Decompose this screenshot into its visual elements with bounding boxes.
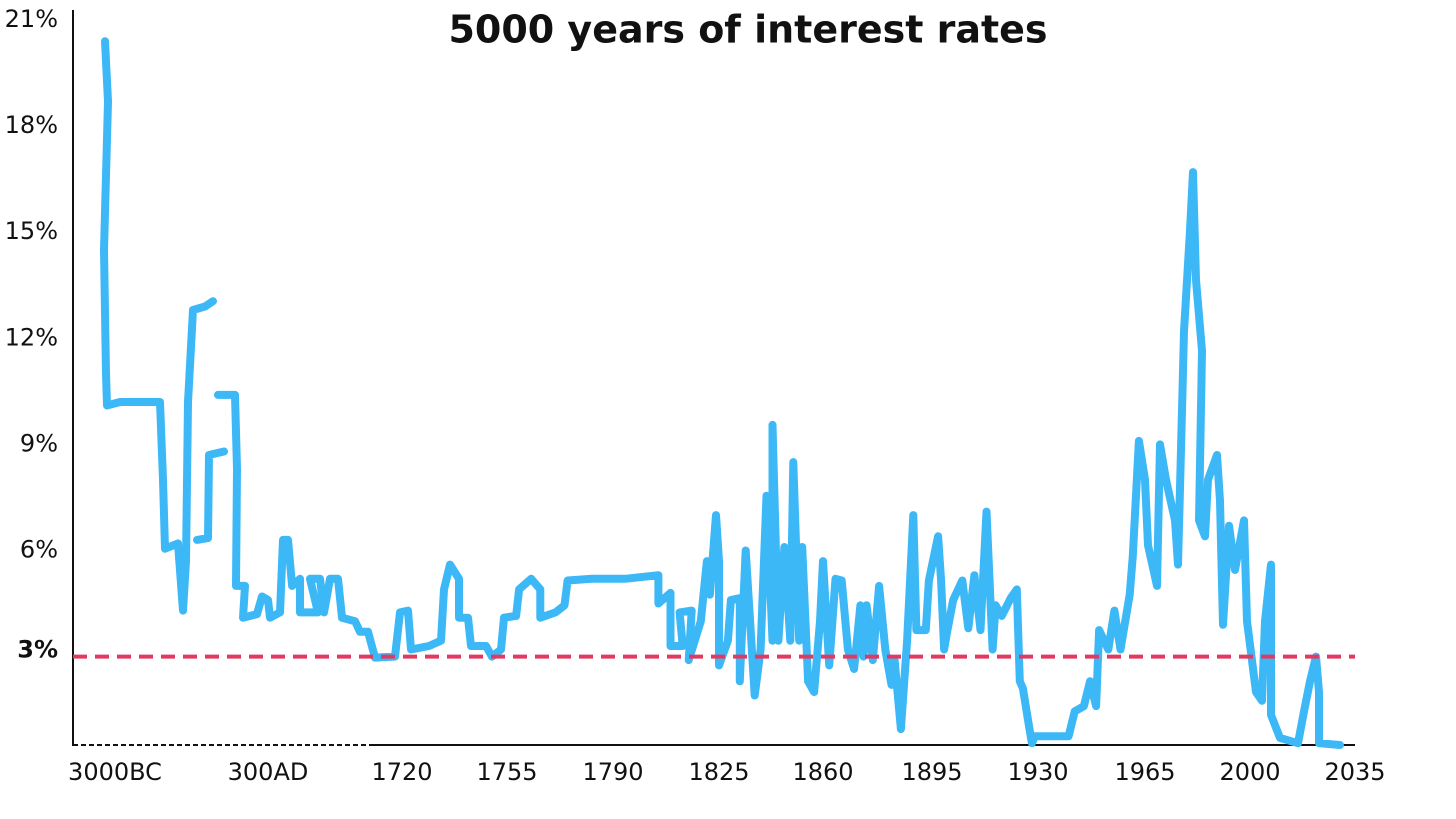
x-tick-label: 3000BC bbox=[68, 758, 162, 786]
x-tick-label: 1930 bbox=[1007, 758, 1068, 786]
x-tick-label: 2000 bbox=[1219, 758, 1280, 786]
chart-title: 5000 years of interest rates bbox=[448, 8, 1047, 52]
rate-line bbox=[100, 37, 1344, 749]
y-tick-label: 21% bbox=[5, 5, 58, 33]
y-tick-label: 6% bbox=[20, 535, 58, 563]
x-tick-label: 2035 bbox=[1324, 758, 1385, 786]
x-tick-label: 300AD bbox=[228, 758, 309, 786]
y-tick-label: 9% bbox=[20, 429, 58, 457]
x-tick-label: 1790 bbox=[582, 758, 643, 786]
x-tick-label: 1895 bbox=[901, 758, 962, 786]
y-tick-label: 15% bbox=[5, 217, 58, 245]
x-tick-label: 1825 bbox=[688, 758, 749, 786]
x-tick-label: 1720 bbox=[371, 758, 432, 786]
x-tick-label: 1965 bbox=[1114, 758, 1175, 786]
reference-label: 3% bbox=[17, 636, 58, 664]
y-tick-label: 12% bbox=[5, 323, 58, 351]
y-tick-label: 18% bbox=[5, 111, 58, 139]
x-tick-label: 1755 bbox=[476, 758, 537, 786]
x-tick-label: 1860 bbox=[792, 758, 853, 786]
